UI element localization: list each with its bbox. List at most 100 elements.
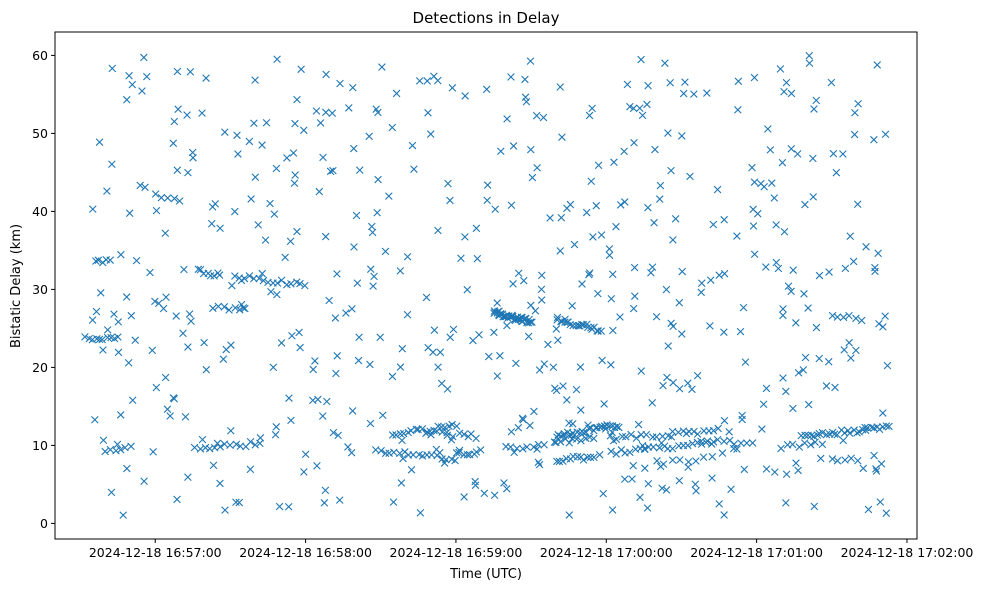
detection-point xyxy=(123,95,131,104)
detection-point xyxy=(286,237,295,246)
detection-point xyxy=(877,460,886,468)
detection-point xyxy=(184,343,192,351)
detection-point xyxy=(336,79,344,88)
detection-point xyxy=(184,168,192,177)
detection-point xyxy=(522,97,531,106)
detection-point xyxy=(713,435,722,444)
detection-point xyxy=(585,433,594,441)
detection-point xyxy=(226,441,234,449)
detection-point xyxy=(627,430,635,439)
detection-point xyxy=(782,470,791,479)
detection-point xyxy=(875,319,883,328)
detection-point xyxy=(657,439,666,447)
detection-point xyxy=(777,444,785,453)
detection-point xyxy=(231,304,240,312)
detection-point xyxy=(748,163,756,172)
detection-point xyxy=(415,77,424,85)
detection-point xyxy=(847,454,855,463)
detection-point xyxy=(658,484,666,493)
detection-point xyxy=(328,109,337,117)
detection-point xyxy=(504,314,512,322)
detection-point xyxy=(715,500,723,508)
detection-point xyxy=(512,359,520,368)
detection-point xyxy=(476,446,485,454)
detection-point xyxy=(601,425,610,433)
detection-point xyxy=(549,363,558,372)
detection-point xyxy=(169,139,178,148)
detection-point xyxy=(609,326,617,335)
detection-point xyxy=(807,431,816,440)
detection-point xyxy=(618,432,627,441)
detection-point xyxy=(616,201,625,209)
detection-point xyxy=(612,222,620,231)
detection-point xyxy=(173,495,181,504)
detection-point xyxy=(173,67,182,76)
detection-point xyxy=(782,78,791,87)
detection-point xyxy=(131,336,140,344)
detection-point xyxy=(514,269,523,278)
detection-point xyxy=(403,310,412,319)
detection-point xyxy=(201,443,210,452)
detection-point xyxy=(258,269,266,278)
detection-point xyxy=(107,488,116,497)
detection-point xyxy=(587,177,595,186)
detection-point xyxy=(565,511,574,519)
detection-point xyxy=(300,468,308,476)
detection-point xyxy=(526,318,535,326)
detection-point xyxy=(737,439,745,447)
detection-point xyxy=(879,323,887,331)
detection-point xyxy=(125,71,133,80)
detection-point xyxy=(572,385,581,394)
detection-point xyxy=(385,192,393,200)
detection-point xyxy=(309,396,317,405)
detection-point xyxy=(630,263,639,272)
detection-point xyxy=(780,87,788,96)
detection-point xyxy=(309,365,317,374)
detection-point xyxy=(683,441,692,450)
detection-point xyxy=(550,438,559,446)
detection-point xyxy=(209,461,218,470)
detection-point xyxy=(539,113,548,122)
detection-point xyxy=(434,363,442,371)
detection-point xyxy=(845,429,854,438)
detection-point xyxy=(776,65,785,73)
detection-point xyxy=(443,428,451,437)
detection-point xyxy=(325,296,333,305)
detection-point xyxy=(652,433,661,441)
detection-point xyxy=(706,322,714,330)
detection-point xyxy=(106,256,114,264)
detection-point xyxy=(138,87,146,95)
detection-point xyxy=(526,57,535,65)
detection-point xyxy=(651,145,659,154)
detection-point xyxy=(451,456,459,465)
detection-point xyxy=(676,456,684,464)
detection-point xyxy=(815,271,824,280)
detection-point xyxy=(333,351,342,360)
detection-point xyxy=(779,311,787,320)
detection-point xyxy=(348,407,357,415)
detection-point xyxy=(246,465,255,474)
detection-point xyxy=(347,448,356,457)
detection-point xyxy=(190,443,199,452)
detection-point xyxy=(736,327,745,336)
detection-point xyxy=(152,383,161,392)
detection-point xyxy=(787,89,796,98)
detection-point xyxy=(108,160,116,169)
detection-point xyxy=(662,285,671,294)
detection-point xyxy=(490,491,499,500)
detection-point xyxy=(288,331,296,340)
detection-point xyxy=(597,231,606,239)
detection-point xyxy=(748,439,757,447)
detection-point xyxy=(607,447,615,456)
detection-point xyxy=(635,104,644,112)
detection-point xyxy=(418,452,427,460)
detection-point xyxy=(663,373,671,382)
detection-point xyxy=(513,444,521,453)
detection-point xyxy=(679,89,688,98)
detection-point xyxy=(534,440,543,449)
detection-point xyxy=(277,339,286,347)
detection-point xyxy=(322,108,330,117)
detection-point xyxy=(416,509,425,517)
detection-point xyxy=(718,449,727,457)
detection-point xyxy=(154,299,163,308)
